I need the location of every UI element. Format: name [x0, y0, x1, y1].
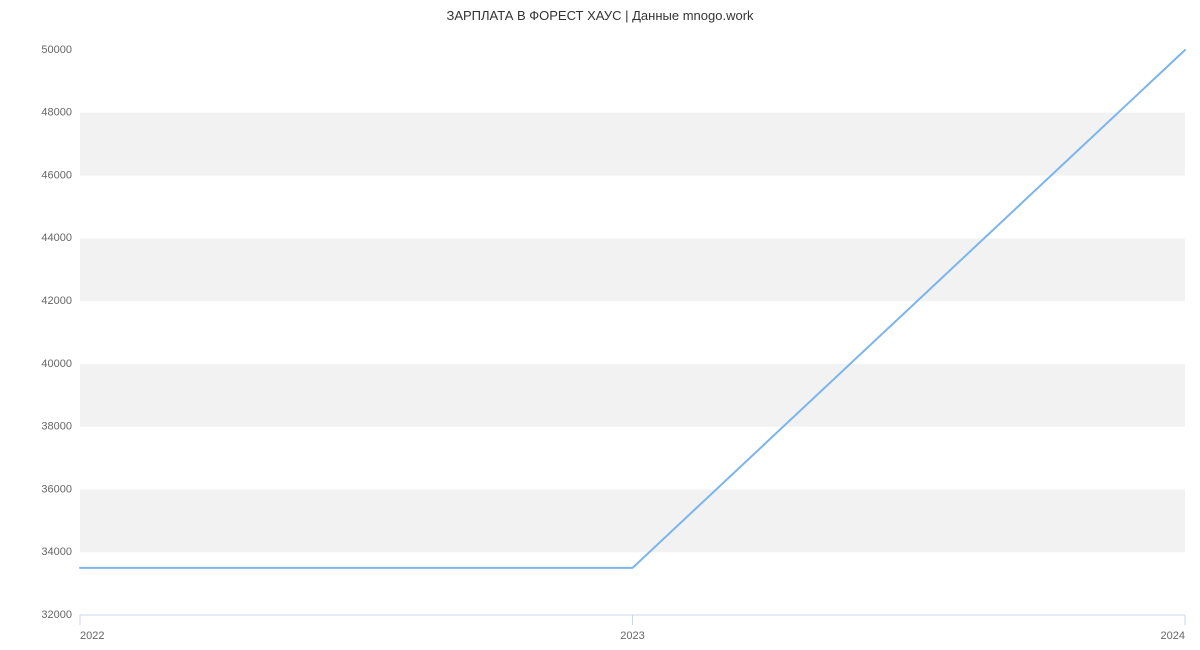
y-tick-label: 42000 [41, 295, 72, 307]
plot-band [80, 489, 1185, 552]
x-axis-labels: 2022 2023 2024 [80, 615, 1185, 642]
y-axis-labels: 32000 34000 36000 38000 40000 42000 44000 46000… [41, 44, 72, 621]
chart-svg: 32000 34000 36000 38000 40000 42000 44000 46000… [0, 0, 1200, 650]
plot-band [80, 364, 1185, 427]
salary-chart: ЗАРПЛАТА В ФОРЕСТ ХАУС | Данные mnogo.wo… [0, 0, 1200, 650]
y-tick-label: 44000 [41, 232, 72, 244]
x-tick-label: 2023 [620, 630, 644, 642]
y-tick-label: 48000 [41, 107, 72, 119]
y-tick-label: 32000 [41, 609, 72, 621]
y-tick-label: 36000 [41, 483, 72, 495]
plot-band [80, 113, 1185, 176]
y-tick-label: 40000 [41, 358, 72, 370]
chart-title: ЗАРПЛАТА В ФОРЕСТ ХАУС | Данные mnogo.wo… [0, 8, 1200, 23]
x-tick-label: 2022 [80, 630, 104, 642]
y-tick-label: 50000 [41, 44, 72, 56]
y-tick-label: 46000 [41, 169, 72, 181]
plot-bands [80, 113, 1185, 552]
y-tick-label: 38000 [41, 421, 72, 433]
y-tick-label: 34000 [41, 546, 72, 558]
plot-band [80, 238, 1185, 301]
x-tick-label: 2024 [1161, 630, 1185, 642]
